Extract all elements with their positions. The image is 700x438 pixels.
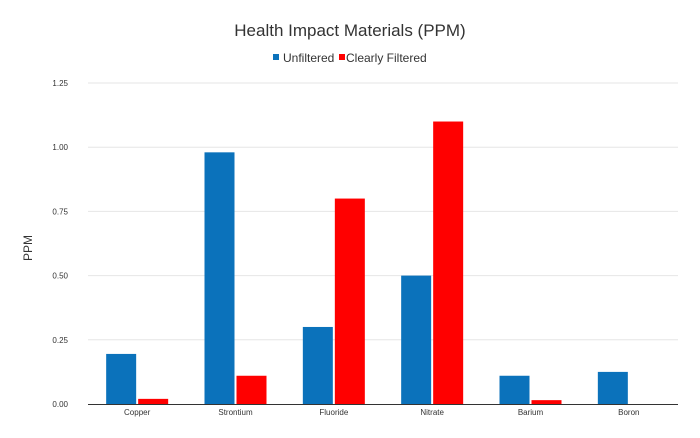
bar-clearly-filtered-copper — [138, 398, 169, 404]
bar-clearly-filtered-nitrate — [433, 121, 464, 405]
y-tick-label: 0.25 — [52, 336, 68, 345]
x-axis-categories: Copper Strontium Fluoride Nitrate Barium Boro… — [124, 408, 639, 417]
x-tick-label: Nitrate — [420, 408, 444, 417]
y-tick-label: 1.25 — [52, 79, 68, 88]
x-tick-label: Fluoride — [319, 408, 348, 417]
bar-unfiltered-strontium — [204, 152, 235, 404]
x-tick-label: Barium — [518, 408, 544, 417]
legend-swatch-unfiltered — [273, 54, 279, 60]
bar-clearly-filtered-strontium — [236, 375, 267, 404]
bar-unfiltered-copper — [106, 353, 137, 404]
bar-clearly-filtered-fluoride — [334, 198, 365, 404]
x-tick-label: Boron — [618, 408, 639, 417]
x-tick-label: Copper — [124, 408, 151, 417]
y-axis-ticks: 0.00 0.25 0.50 0.75 1.00 1.25 — [52, 79, 68, 409]
legend: Unfiltered Clearly Filtered — [273, 51, 427, 65]
y-tick-label: 0.50 — [52, 272, 68, 281]
bar-unfiltered-nitrate — [401, 275, 432, 404]
y-tick-label: 0.00 — [52, 400, 68, 409]
legend-label-unfiltered: Unfiltered — [283, 51, 334, 65]
y-axis-label: PPM — [21, 235, 35, 261]
y-tick-label: 1.00 — [52, 143, 68, 152]
bars — [106, 121, 628, 405]
x-tick-label: Strontium — [218, 408, 253, 417]
legend-swatch-clearly-filtered — [339, 54, 345, 60]
legend-label-clearly-filtered: Clearly Filtered — [346, 51, 427, 65]
bar-unfiltered-barium — [499, 375, 530, 404]
y-tick-label: 0.75 — [52, 207, 68, 216]
gridlines — [88, 82, 678, 341]
chart-title: Health Impact Materials (PPM) — [234, 21, 465, 40]
bar-unfiltered-fluoride — [302, 326, 333, 404]
bar-clearly-filtered-barium — [531, 400, 562, 404]
bar-unfiltered-boron — [597, 371, 628, 404]
